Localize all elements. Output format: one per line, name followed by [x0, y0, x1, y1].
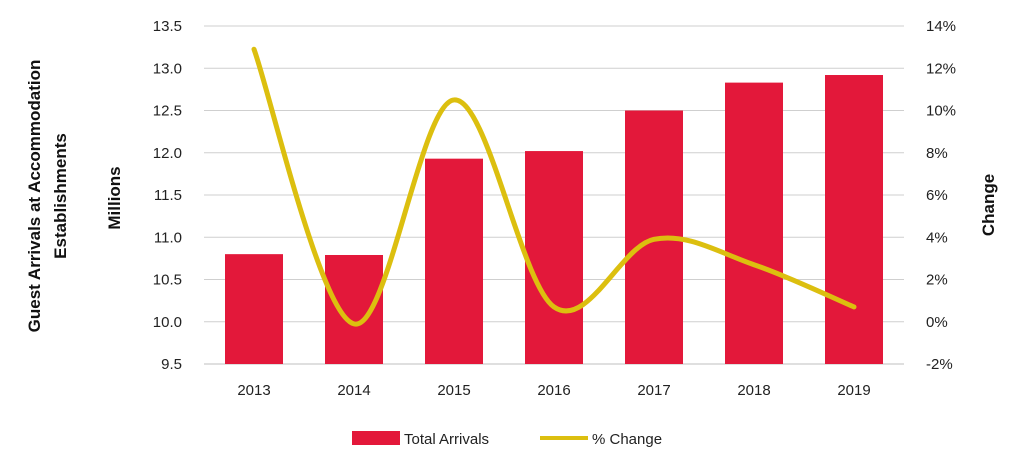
left-tick-label: 9.5 [161, 356, 182, 373]
right-tick-label: 10% [926, 103, 956, 120]
left-axis-ticks: 9.5 10.0 10.5 11.0 11.5 12.0 12.5 13.0 13.5 [153, 18, 182, 373]
left-axis-title-line2: Establishments [51, 133, 70, 259]
right-tick-label: 6% [926, 187, 948, 204]
bar-2015 [425, 158, 483, 364]
right-tick-label: 4% [926, 229, 948, 246]
legend-swatch-total-arrivals [352, 431, 400, 445]
legend: Total Arrivals % Change [352, 431, 662, 448]
bar-series [225, 75, 883, 365]
x-tick-label: 2015 [437, 382, 470, 399]
left-tick-label: 13.5 [153, 18, 182, 35]
x-tick-label: 2014 [337, 382, 370, 399]
right-tick-label: 12% [926, 60, 956, 77]
left-tick-label: 11.0 [154, 229, 182, 246]
bar-2019 [825, 75, 883, 364]
right-axis-title: Change [979, 174, 998, 236]
x-tick-label: 2017 [637, 382, 670, 399]
bar-2018 [725, 82, 783, 365]
left-axis-title-line1: Guest Arrivals at Accommodation [25, 60, 44, 333]
left-axis-unit-label: Millions [105, 166, 124, 229]
left-tick-label: 12.5 [153, 103, 182, 120]
bar-2016 [525, 151, 583, 364]
left-tick-label: 12.0 [153, 145, 182, 162]
legend-label-pct-change: % Change [592, 431, 662, 448]
x-tick-label: 2019 [837, 382, 870, 399]
right-tick-label: -2% [926, 356, 953, 373]
bar-2013 [225, 254, 283, 364]
line-series [251, 46, 857, 327]
left-tick-label: 13.0 [153, 60, 182, 77]
x-tick-label: 2013 [237, 382, 270, 399]
right-tick-label: 14% [926, 18, 956, 35]
right-tick-label: 2% [926, 272, 948, 289]
left-tick-label: 10.0 [153, 314, 182, 331]
legend-label-total-arrivals: Total Arrivals [404, 431, 489, 448]
left-tick-label: 10.5 [153, 272, 182, 289]
x-tick-label: 2018 [737, 382, 770, 399]
x-axis-ticks: 2013 2014 2015 2016 2017 2018 2019 [237, 382, 870, 399]
right-tick-label: 8% [926, 145, 948, 162]
left-tick-label: 11.5 [154, 187, 182, 204]
x-tick-label: 2016 [537, 382, 570, 399]
right-tick-label: 0% [926, 314, 948, 331]
pct-change-line [251, 46, 857, 327]
right-axis-ticks: -2% 0% 2% 4% 6% 8% 10% 12% 14% [926, 18, 956, 373]
bar-2014 [325, 254, 383, 364]
